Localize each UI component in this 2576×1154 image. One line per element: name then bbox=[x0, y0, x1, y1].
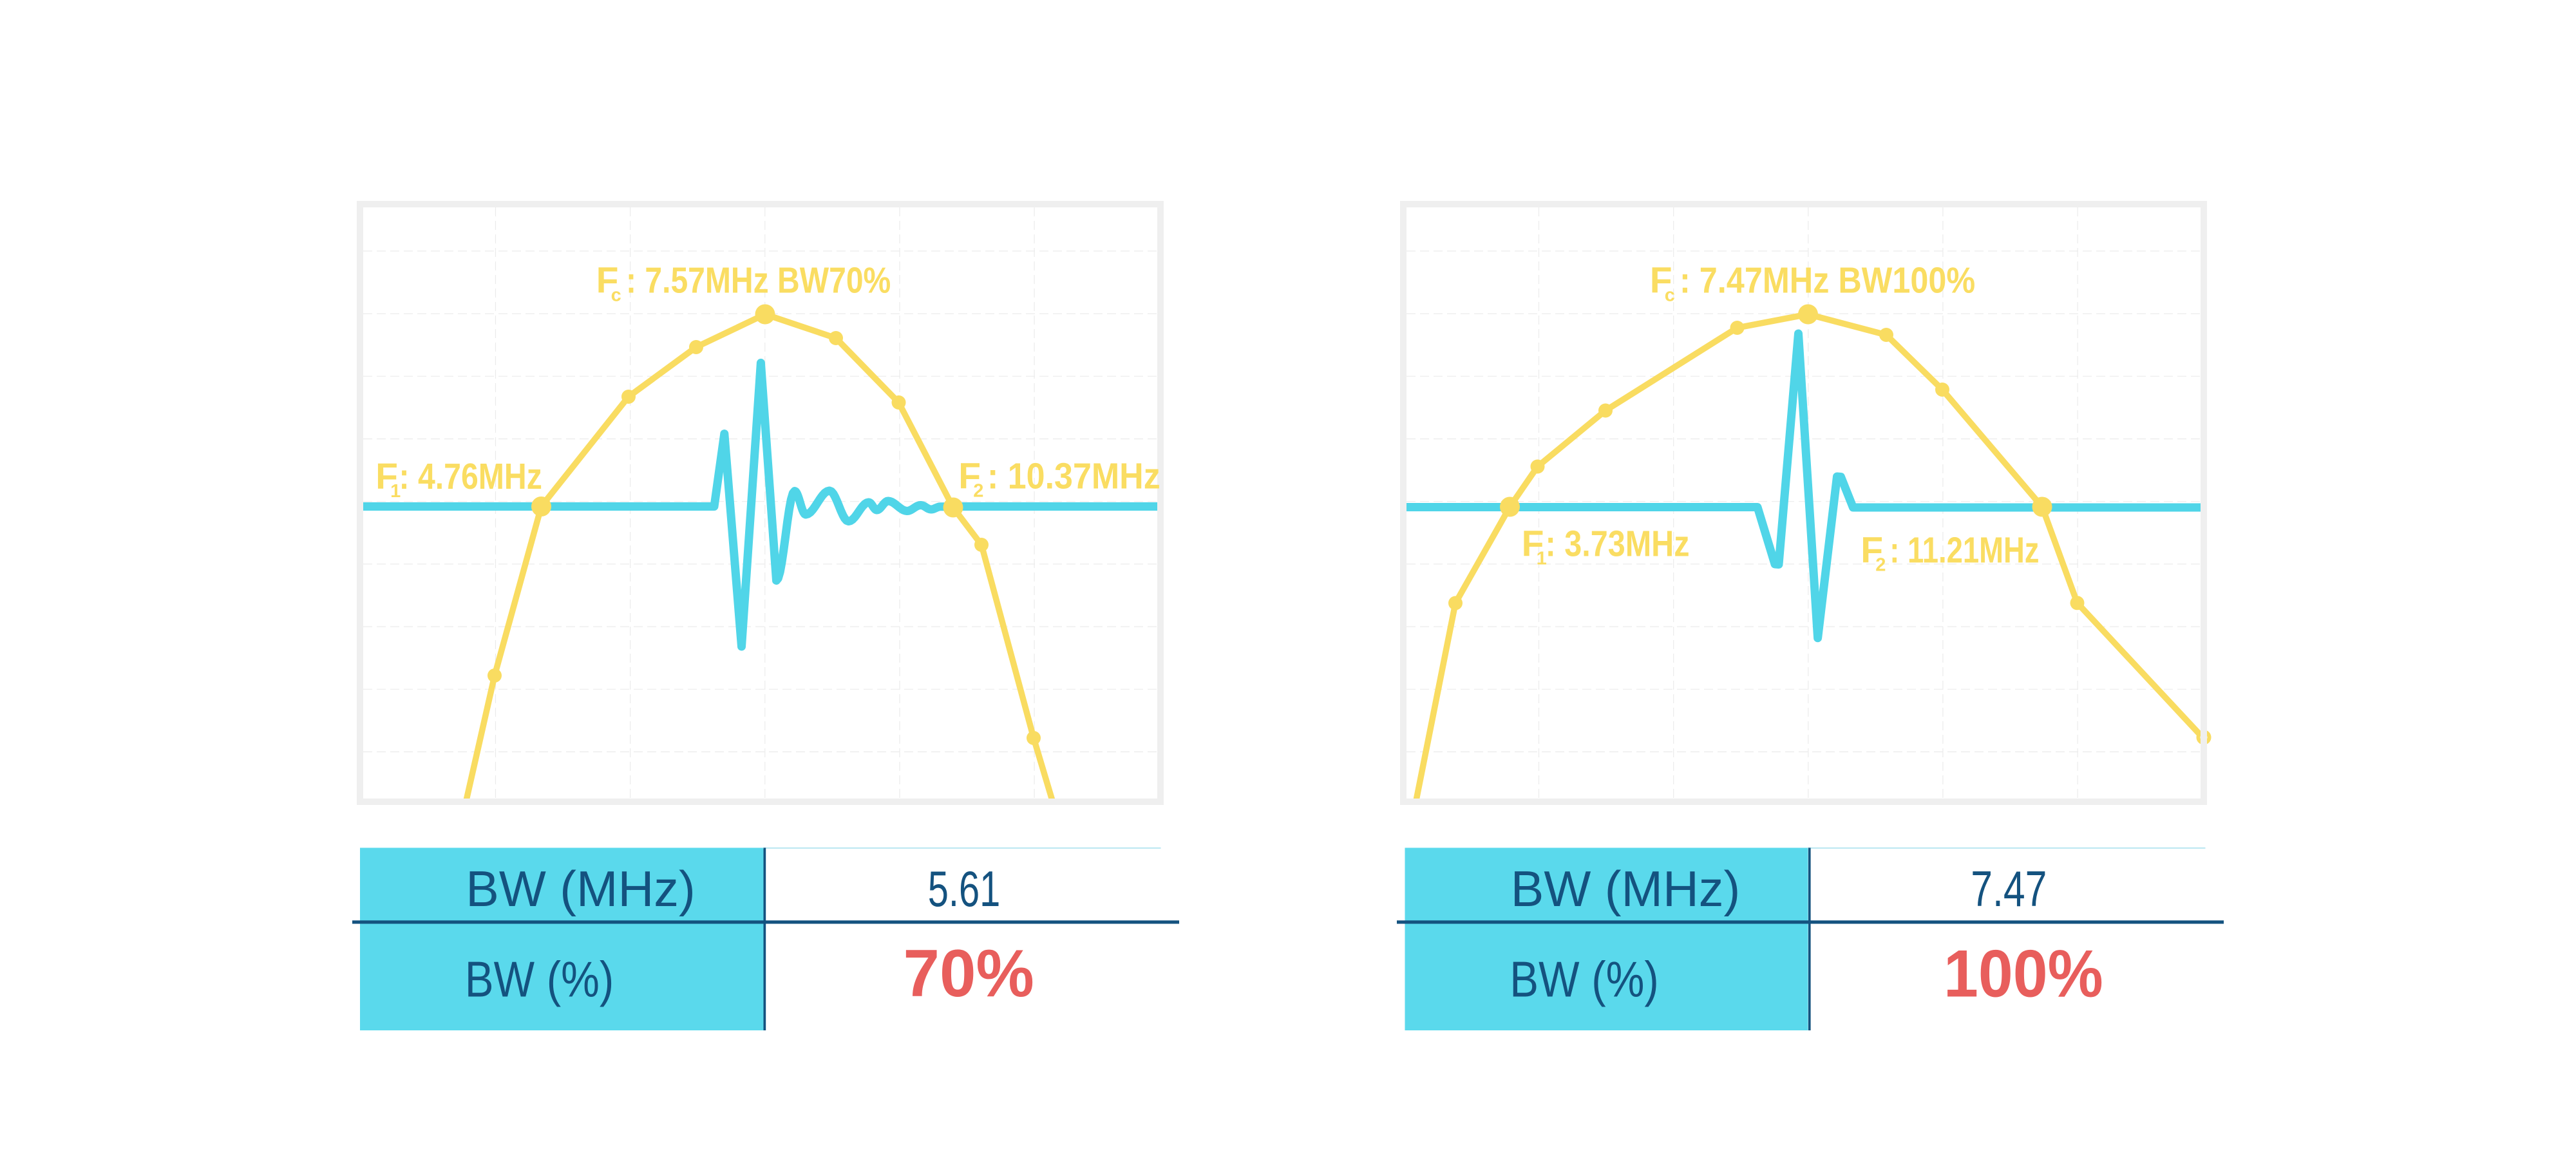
svg-text:BW (%): BW (%) bbox=[1510, 951, 1658, 1008]
svg-text:c: c bbox=[1665, 285, 1675, 306]
svg-text:2: 2 bbox=[973, 480, 983, 501]
svg-text:F: F bbox=[958, 455, 981, 497]
svg-text:F: F bbox=[1522, 524, 1544, 565]
svg-text:F: F bbox=[596, 260, 619, 301]
svg-text:BW (%): BW (%) bbox=[465, 951, 614, 1008]
svg-text:1: 1 bbox=[390, 481, 401, 502]
svg-text:c: c bbox=[611, 285, 621, 306]
svg-text:F: F bbox=[1861, 530, 1883, 571]
svg-text:: 10.37MHz: : 10.37MHz bbox=[987, 455, 1160, 497]
svg-text:: 11.21MHz: : 11.21MHz bbox=[1889, 530, 2039, 571]
svg-text:7.47: 7.47 bbox=[1971, 860, 2047, 917]
svg-text:F: F bbox=[1650, 260, 1672, 301]
svg-text:: 7.47MHz BW100%: : 7.47MHz BW100% bbox=[1680, 260, 1975, 301]
svg-text:1: 1 bbox=[1537, 549, 1547, 569]
svg-text:BW (MHz): BW (MHz) bbox=[466, 860, 695, 917]
svg-text:100%: 100% bbox=[1944, 937, 2103, 1012]
svg-text:2: 2 bbox=[1875, 555, 1886, 576]
svg-text:70%: 70% bbox=[904, 936, 1034, 1011]
svg-text:: 7.57MHz BW70%: : 7.57MHz BW70% bbox=[626, 260, 891, 301]
svg-text:F: F bbox=[375, 456, 398, 497]
svg-text:: 3.73MHz: : 3.73MHz bbox=[1546, 524, 1690, 565]
svg-text:: 4.76MHz: : 4.76MHz bbox=[399, 456, 542, 497]
svg-text:5.61: 5.61 bbox=[928, 860, 1001, 917]
svg-text:BW (MHz): BW (MHz) bbox=[1511, 860, 1740, 917]
